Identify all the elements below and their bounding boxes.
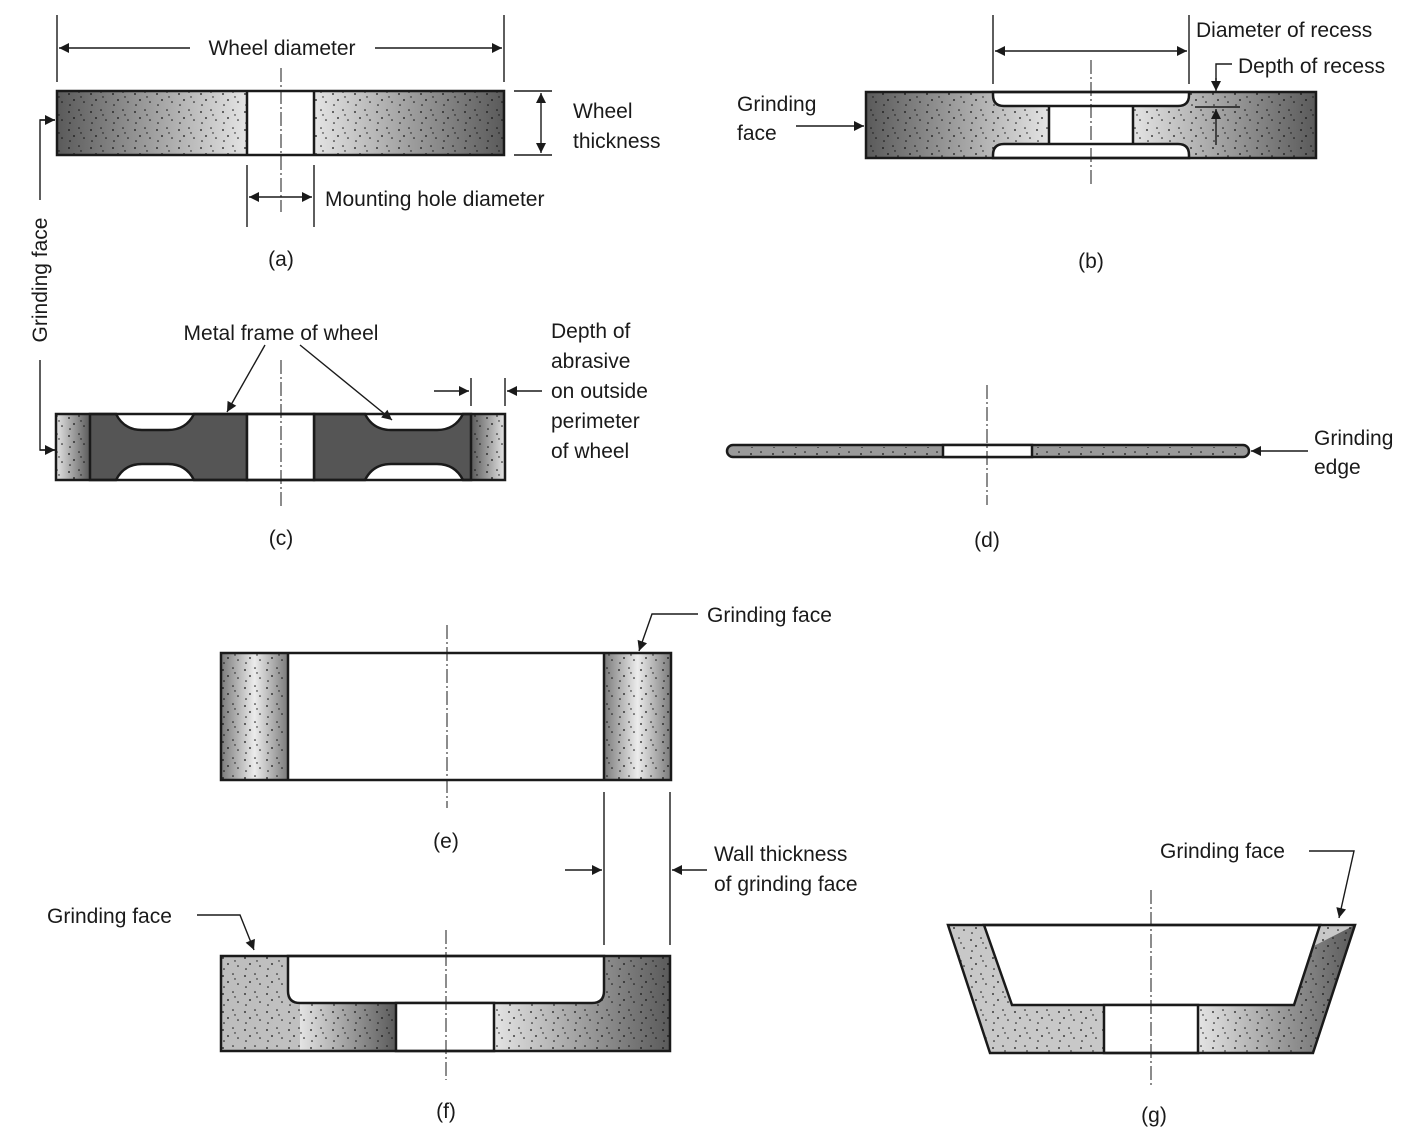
grinding-face-g-label: Grinding face (1160, 840, 1285, 863)
wheel-diameter-label: Wheel diameter (208, 37, 355, 60)
grinding-edge-label-1: Grinding (1314, 427, 1393, 450)
grinding-face-b-label-2: face (737, 122, 777, 145)
depth-abrasive-label-4: perimeter (551, 410, 640, 433)
caption-a: (a) (268, 248, 294, 271)
wheel-thickness-label-1: Wheel (573, 100, 633, 123)
depth-abrasive-label-1: Depth of (551, 320, 631, 343)
wall-thickness-label-2: of grinding face (714, 873, 858, 896)
flaring-cup-recess (982, 923, 1322, 1007)
caption-e: (e) (433, 830, 459, 853)
grinding-face-vertical-label: Grinding face (29, 218, 52, 343)
depth-abrasive-label-5: of wheel (551, 440, 629, 463)
metal-frame-label: Metal frame of wheel (184, 322, 379, 345)
caption-b: (b) (1078, 250, 1104, 273)
figure-c: Metal frame of wheel Depth of abrasive o… (54, 320, 648, 550)
caption-g: (g) (1141, 1104, 1167, 1127)
figure-e: Grinding face (e) (219, 604, 832, 853)
depth-abrasive-label-2: abrasive (551, 350, 630, 373)
cup-wheel-hole (394, 1001, 496, 1053)
grinding-face-b-label-1: Grinding (737, 93, 816, 116)
figure-b: Diameter of recess Depth of recess Grind… (737, 15, 1385, 273)
depth-abrasive-label-3: on outside (551, 380, 648, 403)
figure-a: Wheel diameter Wheel thickness Mounting … (55, 15, 661, 271)
caption-c: (c) (269, 527, 294, 550)
caption-d: (d) (974, 529, 1000, 552)
figure-d: Grinding edge (d) (725, 385, 1393, 552)
grinding-edge-label-2: edge (1314, 456, 1361, 479)
metal-frame-hole (245, 412, 316, 482)
figure-f: Wall thickness of grinding face Grinding… (47, 792, 858, 1123)
depth-of-recess-label: Depth of recess (1238, 55, 1385, 78)
wall-thickness-label-1: Wall thickness (714, 843, 847, 866)
wheel-thickness-label-2: thickness (573, 130, 661, 153)
caption-f: (f) (436, 1100, 456, 1123)
diameter-of-recess-label: Diameter of recess (1196, 19, 1372, 42)
mounting-hole-label: Mounting hole diameter (325, 188, 544, 211)
grinding-face-leader-ac: Grinding face (29, 115, 55, 455)
figure-g: Grinding face (g) (946, 840, 1357, 1127)
grinding-face-e-label: Grinding face (707, 604, 832, 627)
metal-frame-left (88, 412, 249, 482)
grinding-face-f-label: Grinding face (47, 905, 172, 928)
metal-frame-right (312, 412, 473, 482)
